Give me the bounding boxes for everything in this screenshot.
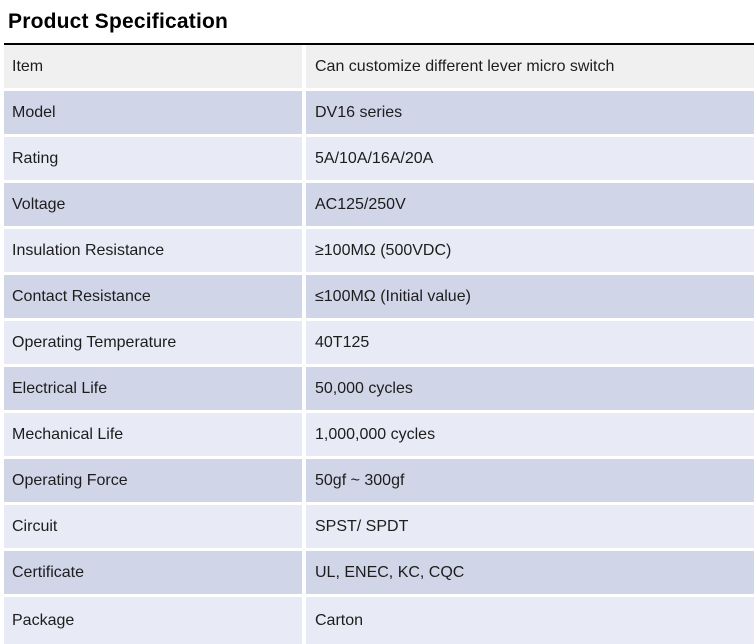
header-item-cell: Item xyxy=(4,45,302,88)
value-cell: 5A/10A/16A/20A xyxy=(306,137,754,180)
value-cell: Carton xyxy=(306,597,754,644)
item-cell: Circuit xyxy=(4,505,302,548)
table-row: Mechanical Life 1,000,000 cycles xyxy=(4,413,754,456)
value-cell: 40T125 xyxy=(306,321,754,364)
value-cell: 50,000 cycles xyxy=(306,367,754,410)
value-cell: 1,000,000 cycles xyxy=(306,413,754,456)
table-row: Contact Resistance ≤100MΩ (Initial value) xyxy=(4,275,754,318)
item-cell: Contact Resistance xyxy=(4,275,302,318)
value-cell: ≥100MΩ (500VDC) xyxy=(306,229,754,272)
value-cell: AC125/250V xyxy=(306,183,754,226)
value-cell: ≤100MΩ (Initial value) xyxy=(306,275,754,318)
item-cell: Package xyxy=(4,597,302,644)
page-title: Product Specification xyxy=(8,10,229,33)
table-row: Voltage AC125/250V xyxy=(4,183,754,226)
item-cell: Rating xyxy=(4,137,302,180)
table-row: Rating 5A/10A/16A/20A xyxy=(4,137,754,180)
item-cell: Voltage xyxy=(4,183,302,226)
item-cell: Mechanical Life xyxy=(4,413,302,456)
table-row: Electrical Life 50,000 cycles xyxy=(4,367,754,410)
table-row: Circuit SPST/ SPDT xyxy=(4,505,754,548)
value-cell: DV16 series xyxy=(306,91,754,134)
item-cell: Certificate xyxy=(4,551,302,594)
item-cell: Operating Force xyxy=(4,459,302,502)
table-row: Certificate UL, ENEC, KC, CQC xyxy=(4,551,754,594)
table-row: Package Carton xyxy=(4,597,754,644)
value-cell: 50gf ~ 300gf xyxy=(306,459,754,502)
item-cell: Electrical Life xyxy=(4,367,302,410)
spec-table: Item Can customize different lever micro… xyxy=(4,43,754,644)
table-row: Model DV16 series xyxy=(4,91,754,134)
header-value-cell: Can customize different lever micro swit… xyxy=(306,45,754,88)
table-row: Operating Temperature 40T125 xyxy=(4,321,754,364)
value-cell: UL, ENEC, KC, CQC xyxy=(306,551,754,594)
item-cell: Insulation Resistance xyxy=(4,229,302,272)
item-cell: Model xyxy=(4,91,302,134)
value-cell: SPST/ SPDT xyxy=(306,505,754,548)
item-cell: Operating Temperature xyxy=(4,321,302,364)
table-header-row: Item Can customize different lever micro… xyxy=(4,45,754,88)
table-row: Insulation Resistance ≥100MΩ (500VDC) xyxy=(4,229,754,272)
table-row: Operating Force 50gf ~ 300gf xyxy=(4,459,754,502)
